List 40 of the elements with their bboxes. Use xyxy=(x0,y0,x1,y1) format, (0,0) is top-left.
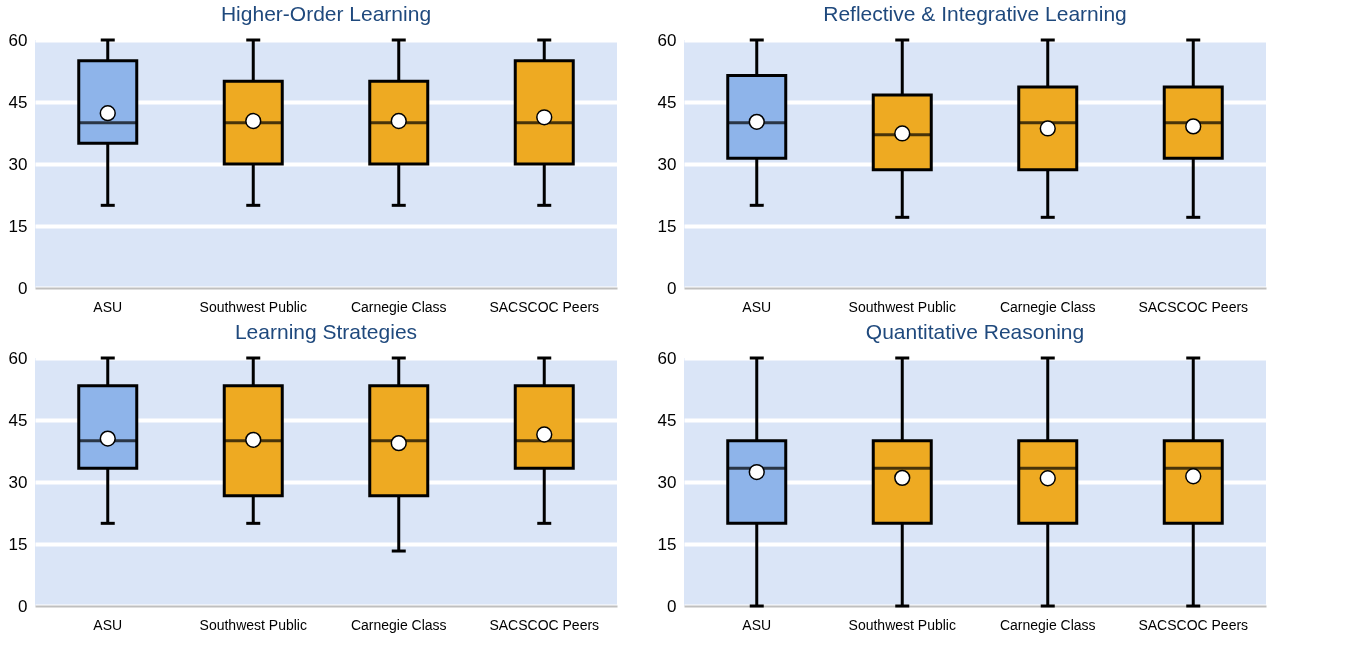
y-tick-label: 45 xyxy=(8,92,28,112)
x-tick-label: SACSCOC Peers xyxy=(489,616,600,633)
y-tick-label: 60 xyxy=(8,348,28,368)
x-tick-label: Southwest Public xyxy=(848,298,956,315)
y-tick-label: 0 xyxy=(18,596,28,616)
y-tick-label: 15 xyxy=(8,534,28,554)
x-tick-label: Southwest Public xyxy=(199,616,307,633)
y-tick-label: 45 xyxy=(657,92,677,112)
y-tick-label: 30 xyxy=(657,472,677,492)
y-tick-label: 60 xyxy=(8,30,28,50)
y-tick-label: 45 xyxy=(8,410,28,430)
y-tick-label: 15 xyxy=(657,216,677,236)
chart-title: Higher-Order Learning xyxy=(220,2,432,25)
x-tick-label: SACSCOC Peers xyxy=(489,298,600,315)
x-tick-label: Carnegie Class xyxy=(999,298,1096,315)
y-tick-label: 15 xyxy=(657,534,677,554)
x-tick-label: Carnegie Class xyxy=(350,616,447,633)
x-tick-label: ASU xyxy=(93,298,123,315)
y-tick-label: 0 xyxy=(667,596,677,616)
x-tick-label: Carnegie Class xyxy=(350,298,447,315)
y-tick-label: 60 xyxy=(657,30,677,50)
x-tick-label: Southwest Public xyxy=(199,298,307,315)
chart-title: Quantitative Reasoning xyxy=(865,320,1085,343)
y-tick-label: 0 xyxy=(667,278,677,298)
x-tick-label: SACSCOC Peers xyxy=(1138,298,1249,315)
chart-title: Reflective & Integrative Learning xyxy=(823,2,1127,25)
x-tick-label: ASU xyxy=(742,616,772,633)
y-tick-label: 30 xyxy=(8,154,28,174)
y-tick-label: 0 xyxy=(18,278,28,298)
y-tick-label: 60 xyxy=(657,348,677,368)
x-tick-label: ASU xyxy=(93,616,123,633)
y-tick-label: 45 xyxy=(657,410,677,430)
x-tick-label: Carnegie Class xyxy=(999,616,1096,633)
y-tick-label: 30 xyxy=(657,154,677,174)
chart-title: Learning Strategies xyxy=(234,320,418,343)
x-tick-label: SACSCOC Peers xyxy=(1138,616,1249,633)
x-tick-label: ASU xyxy=(742,298,772,315)
x-tick-label: Southwest Public xyxy=(848,616,956,633)
y-tick-label: 30 xyxy=(8,472,28,492)
y-tick-label: 15 xyxy=(8,216,28,236)
